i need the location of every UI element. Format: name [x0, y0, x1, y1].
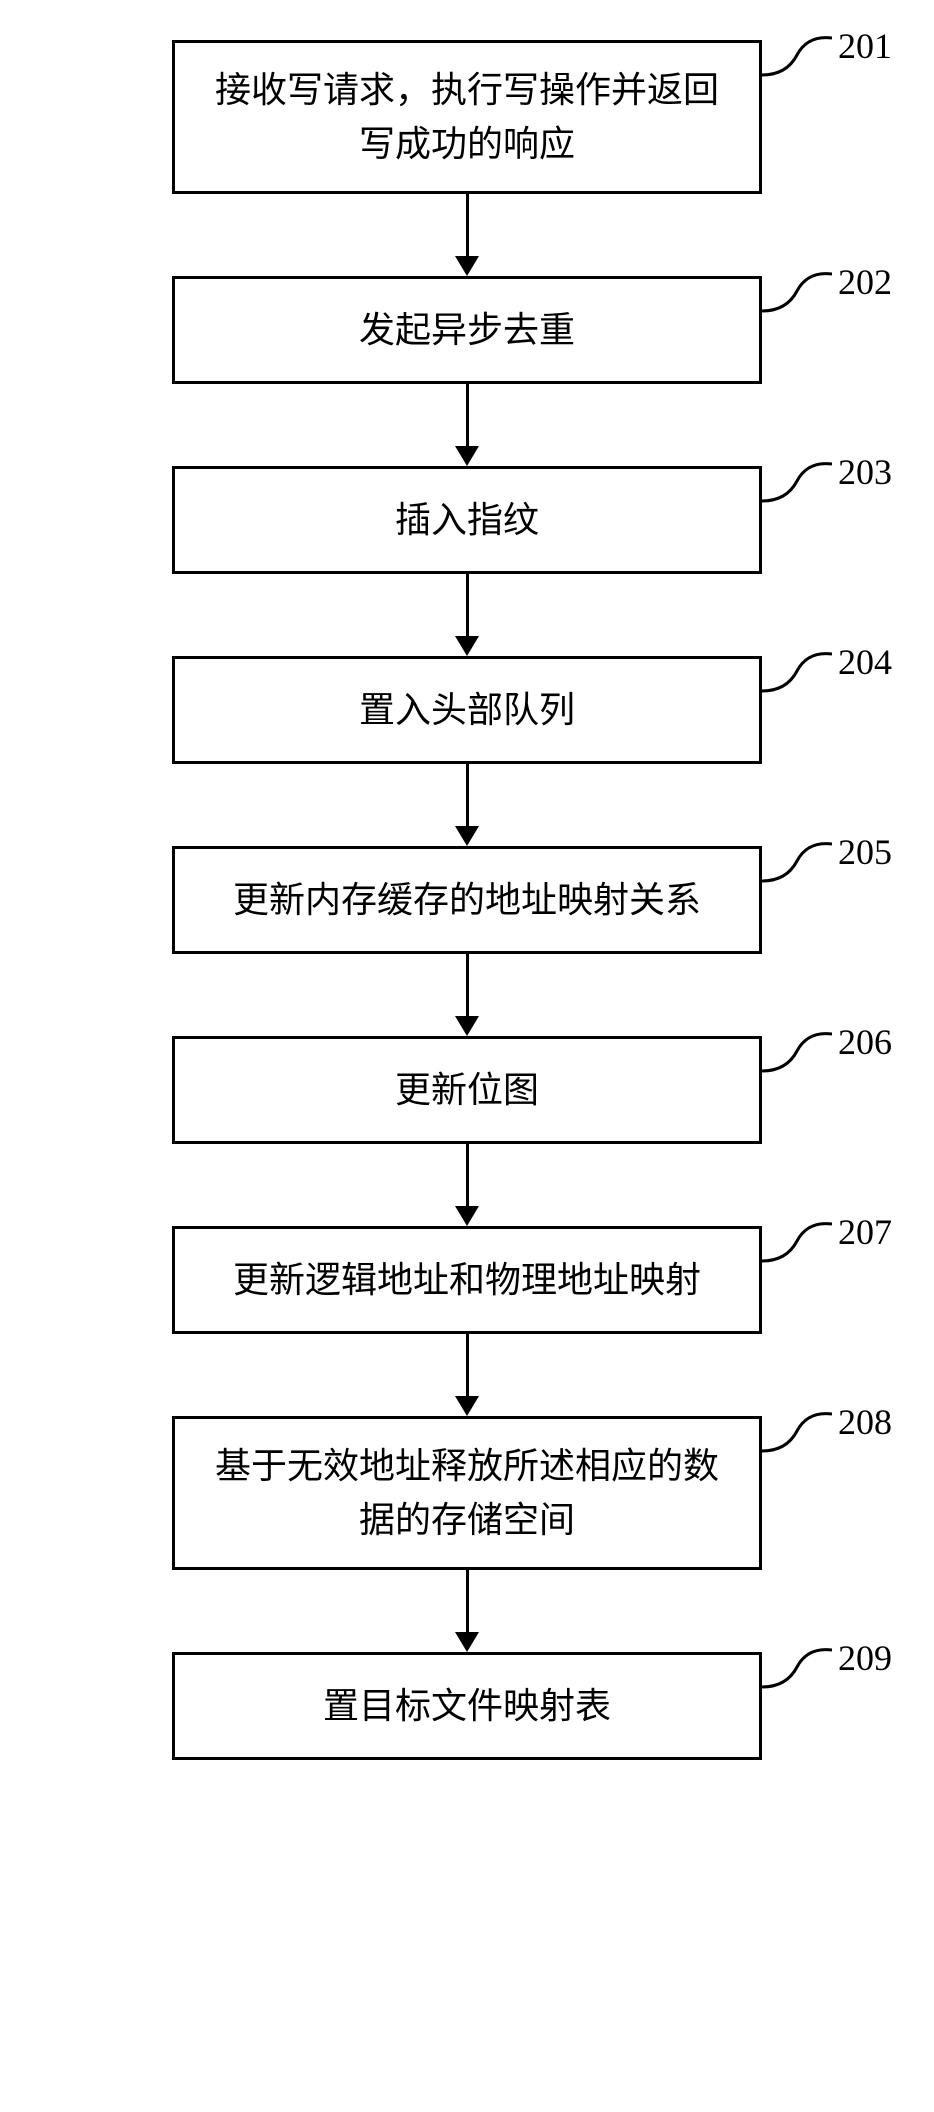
- step-wrapper-203: 插入指纹203: [20, 466, 914, 656]
- step-wrapper-204: 置入头部队列204: [20, 656, 914, 846]
- step-wrapper-205: 更新内存缓存的地址映射关系205: [20, 846, 914, 1036]
- label-connector: 203: [762, 456, 892, 506]
- arrow-line: [466, 574, 469, 636]
- step-wrapper-208: 基于无效地址释放所述相应的数据的存储空间208: [20, 1416, 914, 1652]
- connector-curve-icon: [762, 1406, 832, 1456]
- arrow-line: [466, 764, 469, 826]
- label-connector: 204: [762, 646, 892, 696]
- label-connector: 205: [762, 836, 892, 886]
- flowchart-box-208: 基于无效地址释放所述相应的数据的存储空间: [172, 1416, 762, 1570]
- box-row: 基于无效地址释放所述相应的数据的存储空间208: [20, 1416, 914, 1570]
- flowchart-box-207: 更新逻辑地址和物理地址映射: [172, 1226, 762, 1334]
- label-connector: 206: [762, 1026, 892, 1076]
- flowchart-box-209: 置目标文件映射表: [172, 1652, 762, 1760]
- arrow-line: [466, 1144, 469, 1206]
- label-connector: 209: [762, 1642, 892, 1692]
- connector-curve-icon: [762, 646, 832, 696]
- step-label-207: 207: [838, 1211, 892, 1253]
- label-connector: 208: [762, 1406, 892, 1456]
- step-wrapper-201: 接收写请求，执行写操作并返回写成功的响应201: [20, 40, 914, 276]
- arrow-line: [466, 194, 469, 256]
- arrow-down-icon: [455, 574, 479, 656]
- arrow-head-icon: [455, 636, 479, 656]
- step-label-203: 203: [838, 451, 892, 493]
- connector-curve-icon: [762, 836, 832, 886]
- arrow-down-icon: [455, 194, 479, 276]
- step-label-204: 204: [838, 641, 892, 683]
- step-label-209: 209: [838, 1637, 892, 1679]
- arrow-head-icon: [455, 256, 479, 276]
- label-connector: 201: [762, 30, 892, 80]
- arrow-down-icon: [455, 954, 479, 1036]
- box-row: 更新内存缓存的地址映射关系205: [20, 846, 914, 954]
- flowchart-box-202: 发起异步去重: [172, 276, 762, 384]
- arrow-head-icon: [455, 1206, 479, 1226]
- step-label-208: 208: [838, 1401, 892, 1443]
- connector-curve-icon: [762, 1026, 832, 1076]
- box-row: 更新逻辑地址和物理地址映射207: [20, 1226, 914, 1334]
- arrow-line: [466, 1570, 469, 1632]
- label-connector: 202: [762, 266, 892, 316]
- connector-curve-icon: [762, 30, 832, 80]
- flowchart-box-203: 插入指纹: [172, 466, 762, 574]
- arrow-down-icon: [455, 1144, 479, 1226]
- arrow-down-icon: [455, 1334, 479, 1416]
- flowchart-box-205: 更新内存缓存的地址映射关系: [172, 846, 762, 954]
- connector-curve-icon: [762, 266, 832, 316]
- arrow-head-icon: [455, 1396, 479, 1416]
- arrow-head-icon: [455, 826, 479, 846]
- step-wrapper-206: 更新位图206: [20, 1036, 914, 1226]
- step-wrapper-202: 发起异步去重202: [20, 276, 914, 466]
- connector-curve-icon: [762, 1216, 832, 1266]
- arrow-head-icon: [455, 446, 479, 466]
- arrow-line: [466, 1334, 469, 1396]
- arrow-down-icon: [455, 764, 479, 846]
- flowchart-container: 接收写请求，执行写操作并返回写成功的响应201发起异步去重202插入指纹203置…: [20, 40, 914, 1760]
- flowchart-box-206: 更新位图: [172, 1036, 762, 1144]
- step-wrapper-209: 置目标文件映射表209: [20, 1652, 914, 1760]
- flowchart-box-201: 接收写请求，执行写操作并返回写成功的响应: [172, 40, 762, 194]
- box-row: 置入头部队列204: [20, 656, 914, 764]
- step-label-202: 202: [838, 261, 892, 303]
- box-row: 置目标文件映射表209: [20, 1652, 914, 1760]
- arrow-down-icon: [455, 384, 479, 466]
- connector-curve-icon: [762, 1642, 832, 1692]
- label-connector: 207: [762, 1216, 892, 1266]
- flowchart-box-204: 置入头部队列: [172, 656, 762, 764]
- arrow-line: [466, 954, 469, 1016]
- step-wrapper-207: 更新逻辑地址和物理地址映射207: [20, 1226, 914, 1416]
- box-row: 发起异步去重202: [20, 276, 914, 384]
- connector-curve-icon: [762, 456, 832, 506]
- arrow-head-icon: [455, 1016, 479, 1036]
- step-label-205: 205: [838, 831, 892, 873]
- arrow-line: [466, 384, 469, 446]
- arrow-down-icon: [455, 1570, 479, 1652]
- step-label-201: 201: [838, 25, 892, 67]
- box-row: 接收写请求，执行写操作并返回写成功的响应201: [20, 40, 914, 194]
- arrow-head-icon: [455, 1632, 479, 1652]
- box-row: 更新位图206: [20, 1036, 914, 1144]
- step-label-206: 206: [838, 1021, 892, 1063]
- box-row: 插入指纹203: [20, 466, 914, 574]
